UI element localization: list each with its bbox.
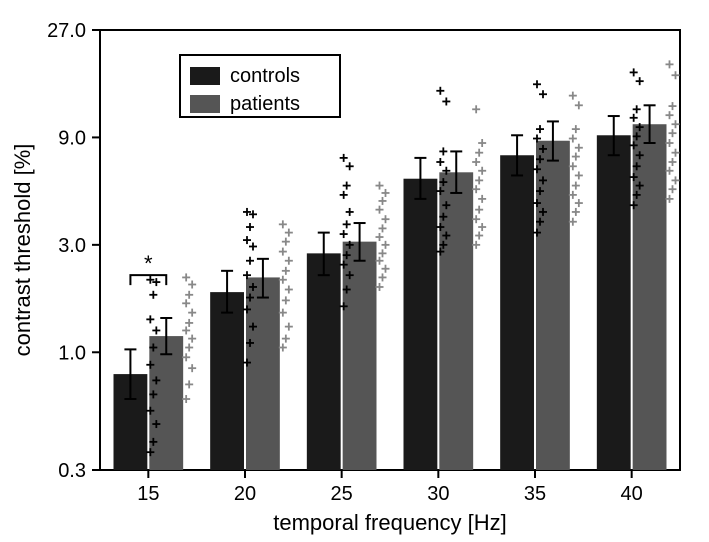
y-tick-label: 0.3 <box>58 460 86 482</box>
bar-controls <box>404 179 438 470</box>
bar-controls <box>307 253 341 470</box>
y-tick-label: 27.0 <box>47 20 86 42</box>
x-tick-label: 30 <box>427 483 449 505</box>
bar-patients <box>246 277 280 470</box>
x-tick-label: 35 <box>524 483 546 505</box>
x-tick-label: 40 <box>621 483 643 505</box>
bar-controls <box>500 155 534 470</box>
x-axis-label: temporal frequency [Hz] <box>273 510 507 535</box>
significance-star: * <box>144 251 153 276</box>
legend-swatch <box>190 95 220 113</box>
bar-controls <box>210 292 244 470</box>
legend-swatch <box>190 67 220 85</box>
bar-controls <box>597 135 631 470</box>
legend-label: controls <box>230 65 300 87</box>
x-tick-label: 20 <box>234 483 256 505</box>
bar-chart: 0.3 1.0 3.0 9.0 27.0 15 20 25 30 35 40 * controls… <box>0 0 709 542</box>
bar-patients <box>149 336 183 470</box>
y-tick-label: 1.0 <box>58 342 86 364</box>
x-tick-label: 25 <box>331 483 353 505</box>
bar-patients <box>536 141 570 470</box>
chart-container: 0.3 1.0 3.0 9.0 27.0 15 20 25 30 35 40 * controls… <box>0 0 709 542</box>
bar-patients <box>633 124 667 470</box>
y-tick-label: 9.0 <box>58 127 86 149</box>
y-axis-label: contrast threshold [%] <box>10 144 35 357</box>
y-tick-label: 3.0 <box>58 235 86 257</box>
x-tick-label: 15 <box>137 483 159 505</box>
legend-label: patients <box>230 93 300 115</box>
